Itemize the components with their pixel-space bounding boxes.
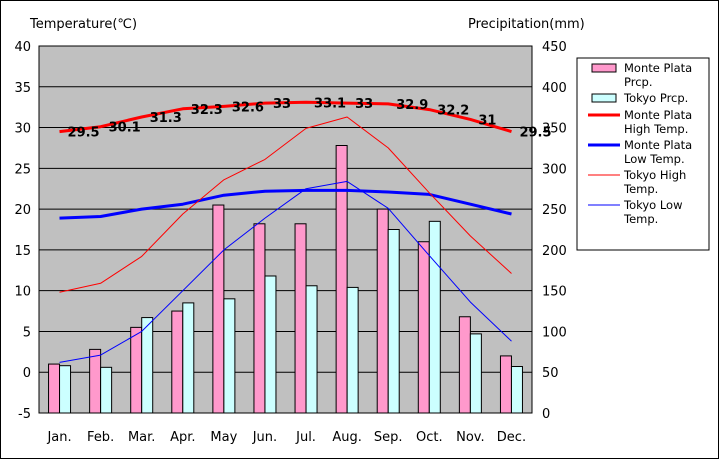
legend-label-tk-low: Tokyo Low bbox=[623, 198, 683, 212]
month-label: Nov. bbox=[456, 430, 485, 445]
monte-plata-precip-bar bbox=[417, 241, 430, 414]
high-temp-data-label: 30.1 bbox=[109, 121, 141, 136]
high-temp-data-label: 31 bbox=[478, 113, 496, 128]
monte-plata-precip-bar bbox=[376, 208, 389, 414]
gridlines bbox=[39, 45, 532, 414]
legend-label-mp-prcp: Prcp. bbox=[624, 75, 653, 89]
left-tick-label: 20 bbox=[14, 203, 31, 218]
month-label: Sep. bbox=[374, 430, 403, 445]
legend-label-tk-low: Temp. bbox=[623, 212, 658, 226]
left-tick-label: 10 bbox=[14, 285, 31, 300]
right-tick-label: 300 bbox=[542, 162, 567, 177]
monte-plata-high-labels: 29.5 30.1 31.3 32.3 32.6 33 33.1 33 32.9 32.2 31 29… bbox=[68, 96, 552, 140]
month-label: Feb. bbox=[87, 430, 114, 445]
high-temp-data-label: 32.2 bbox=[437, 104, 469, 119]
tokyo-high-line bbox=[59, 116, 512, 293]
legend-label-mp-prcp: Monte Plata bbox=[624, 61, 692, 75]
month-label: Mar. bbox=[128, 430, 155, 445]
tokyo-precip-bar bbox=[346, 286, 359, 414]
month-label: May bbox=[210, 430, 237, 445]
legend-swatch-tk-prcp bbox=[591, 93, 617, 103]
month-label: Oct. bbox=[416, 430, 443, 445]
monte-plata-precip-bar bbox=[499, 355, 512, 414]
tokyo-precip-bar bbox=[428, 220, 441, 414]
right-tick-label: 50 bbox=[542, 366, 559, 381]
monte-plata-precip-bar bbox=[89, 348, 102, 414]
month-label: Dec. bbox=[497, 430, 526, 445]
right-tick-label: 350 bbox=[542, 122, 567, 137]
left-tick-label: 15 bbox=[14, 244, 31, 259]
legend-label-mp-low: Monte Plata bbox=[624, 138, 692, 152]
right-tick-label: 200 bbox=[542, 244, 567, 259]
monte-plata-precip-bar bbox=[130, 326, 143, 414]
monte-plata-low-line bbox=[59, 188, 512, 220]
legend-box bbox=[576, 57, 710, 251]
right-tick-label: 400 bbox=[542, 81, 567, 96]
left-tick-label: 30 bbox=[14, 122, 31, 137]
monte-plata-precip-bar bbox=[294, 223, 307, 414]
tokyo-precip-bar bbox=[223, 298, 236, 414]
tokyo-precip-bar bbox=[182, 302, 195, 414]
legend-label-tk-high: Temp. bbox=[623, 182, 658, 196]
right-axis-title: Precipitation(mm) bbox=[468, 17, 585, 32]
left-tick-label: -5 bbox=[18, 407, 31, 422]
right-tick-label: 250 bbox=[542, 203, 567, 218]
left-axis-ticks: -5 0 5 10 15 20 25 30 35 40 bbox=[14, 40, 31, 422]
left-tick-label: 35 bbox=[14, 81, 31, 96]
left-tick-label: 5 bbox=[23, 325, 31, 340]
monte-plata-precip-bar bbox=[171, 310, 184, 414]
legend-label-mp-low: Low Temp. bbox=[624, 152, 685, 166]
monte-plata-high-line bbox=[59, 100, 512, 134]
tokyo-precip-bar bbox=[141, 317, 154, 414]
right-tick-label: 150 bbox=[542, 285, 567, 300]
monte-plata-precip-bar bbox=[335, 144, 348, 414]
temperature-lines bbox=[59, 100, 512, 363]
left-axis-title: Temperature(℃) bbox=[29, 17, 137, 32]
high-temp-data-label: 33.1 bbox=[314, 96, 346, 111]
month-label: Aug. bbox=[332, 430, 362, 445]
legend-label-tk-prcp: Tokyo Prcp. bbox=[623, 91, 688, 105]
tokyo-precip-bar bbox=[59, 365, 72, 414]
month-label: Jan. bbox=[46, 430, 71, 445]
tokyo-precip-bar bbox=[510, 366, 523, 414]
legend-label-tk-high: Tokyo High bbox=[623, 168, 686, 182]
tokyo-precip-bar bbox=[387, 229, 400, 414]
right-tick-label: 0 bbox=[542, 407, 550, 422]
right-axis-ticks: 0 50 100 150 200 250 300 350 400 450 bbox=[542, 40, 567, 422]
tokyo-precip-bar bbox=[100, 366, 113, 414]
month-label: Jun. bbox=[252, 430, 277, 445]
tokyo-precip-bar bbox=[264, 275, 277, 414]
monte-plata-precip-bar bbox=[458, 316, 471, 414]
monte-plata-precip-bar bbox=[253, 223, 266, 414]
high-temp-data-label: 29.5 bbox=[68, 126, 100, 141]
monte-plata-precip-bar bbox=[212, 204, 225, 414]
right-tick-label: 450 bbox=[542, 40, 567, 55]
monte-plata-precip-bar bbox=[48, 363, 61, 414]
left-tick-label: 25 bbox=[14, 162, 31, 177]
high-temp-data-label: 32.3 bbox=[191, 103, 223, 118]
high-temp-data-label: 32.6 bbox=[232, 100, 264, 115]
high-temp-data-label: 31.3 bbox=[150, 111, 182, 126]
right-tick-label: 100 bbox=[542, 325, 567, 340]
high-temp-data-label: 33 bbox=[355, 97, 373, 112]
left-tick-label: 0 bbox=[23, 366, 31, 381]
month-label: Jul. bbox=[295, 430, 316, 445]
legend-label-mp-high: Monte Plata bbox=[624, 108, 692, 122]
month-label: Apr. bbox=[170, 430, 195, 445]
high-temp-data-label: 29.5 bbox=[519, 126, 551, 141]
left-tick-label: 40 bbox=[14, 40, 31, 55]
tokyo-precip-bar bbox=[305, 285, 318, 414]
tokyo-low-line bbox=[59, 180, 512, 363]
high-temp-data-label: 32.9 bbox=[396, 98, 428, 113]
legend-label-mp-high: High Temp. bbox=[624, 122, 688, 136]
high-temp-data-label: 33 bbox=[273, 97, 291, 112]
legend-swatch-mp-prcp bbox=[591, 63, 617, 73]
precipitation-bars bbox=[48, 144, 523, 414]
x-axis-month-labels: Jan. Feb. Mar. Apr. May Jun. Jul. Aug. Sep. Oct. N… bbox=[46, 430, 526, 445]
plot-area bbox=[38, 45, 533, 414]
tokyo-precip-bar bbox=[469, 333, 482, 414]
